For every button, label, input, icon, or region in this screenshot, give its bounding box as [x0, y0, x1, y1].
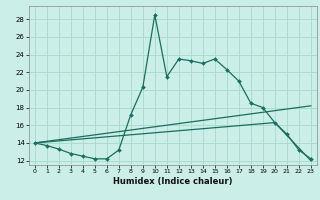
- X-axis label: Humidex (Indice chaleur): Humidex (Indice chaleur): [113, 177, 233, 186]
